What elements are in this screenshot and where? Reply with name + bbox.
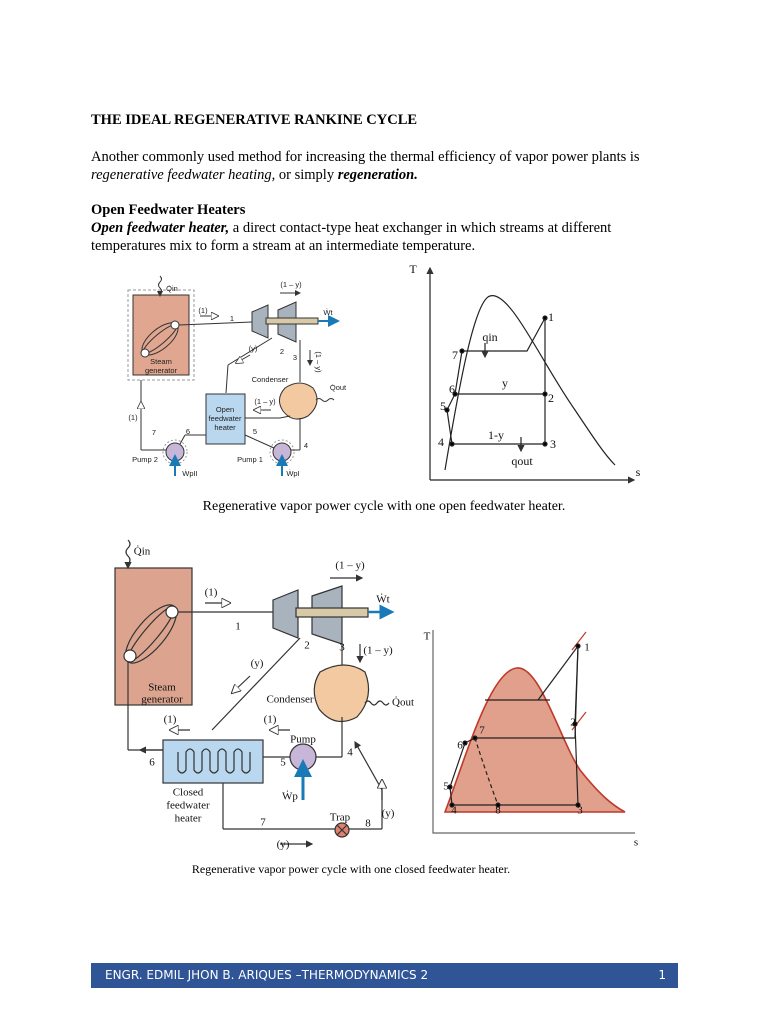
diagram-label: Pump: [290, 734, 316, 746]
diagram-label: Steam: [148, 682, 176, 694]
diagram-label: (y): [382, 808, 395, 820]
text: regenerative feedwater heating,: [91, 167, 276, 183]
diagram-label: 1: [235, 621, 241, 633]
diagram-label: qout: [511, 454, 533, 468]
diagram-label: 1: [230, 314, 234, 323]
diagram-label: Pump 1: [237, 455, 263, 464]
figures: Regenerative vapor power cycle with one …: [114, 262, 641, 876]
diagram-label: Ẇt: [376, 594, 389, 606]
diagram-label: heater: [214, 423, 236, 432]
diagram-label: 7: [452, 348, 458, 362]
diagram-label: 5: [280, 757, 286, 769]
diagram-label: ẆpI: [286, 469, 299, 478]
diagram-label: (1 – y): [254, 397, 276, 406]
diagram-label: 4: [438, 435, 444, 449]
diagram-label: Trap: [330, 812, 351, 824]
diagram-label: s: [634, 837, 638, 849]
diagram-label: qin: [482, 330, 497, 344]
diagram-label: (1): [198, 306, 208, 315]
diagram-label: Q̇out: [330, 383, 347, 392]
diagram-label: Closed: [173, 787, 204, 799]
closed-fwh-ts-diagram: [432, 630, 635, 834]
diagram-label: (1 – y): [280, 280, 302, 289]
diagram-label: 2: [548, 391, 554, 405]
open-fwh-ts-diagram: [426, 266, 636, 484]
diagram-label: 7: [152, 428, 156, 437]
diagram-label: Ẇt: [323, 308, 333, 317]
footer-text: ENGR. EDMIL JHON B. ARIQUES –THERMODYNAM…: [105, 968, 429, 982]
text: Another commonly used method for increas…: [91, 149, 640, 165]
diagram-label: 3: [339, 642, 345, 654]
diagram-label: (1): [205, 587, 218, 599]
diagram-label: (y): [251, 658, 264, 670]
diagram-label: feedwater: [209, 414, 242, 423]
diagram-label: 6: [186, 427, 190, 436]
page-number: 1: [658, 968, 666, 982]
footer: ENGR. EDMIL JHON B. ARIQUES –THERMODYNAM…: [91, 963, 678, 988]
diagram-label: 3: [550, 437, 556, 451]
diagram-label: 4: [451, 805, 457, 817]
open-fwh-diagram: [127, 275, 340, 476]
closed-fwh-diagram: [114, 539, 395, 848]
diagram-label: 2: [280, 347, 284, 356]
diagram-label: (1): [164, 714, 177, 726]
diagram-label: 3: [293, 353, 297, 362]
diagram-label: 2: [570, 717, 576, 729]
diagram-label: generator: [145, 366, 178, 375]
diagram-label: 1: [548, 310, 554, 324]
diagram-label: 2: [304, 640, 310, 652]
diagram-label: (y): [249, 344, 258, 353]
diagram-label: 5: [443, 781, 449, 793]
figure-caption: Regenerative vapor power cycle with one …: [192, 862, 510, 876]
diagram-label: 6: [149, 757, 155, 769]
diagram-label: Steam: [150, 357, 172, 366]
diagram-label: 6: [449, 382, 455, 396]
section-heading: Open Feedwater Heaters: [91, 202, 246, 218]
diagram-label: Condenser: [266, 694, 313, 706]
diagram-label: 8: [495, 805, 501, 817]
diagram-label: 4: [347, 747, 353, 759]
diagram-label: s: [636, 465, 641, 479]
text: or simply: [275, 167, 338, 183]
diagram-label: (1 – y): [335, 560, 365, 572]
diagram-label: ẆpII: [182, 469, 197, 478]
title: THE IDEAL REGENERATIVE RANKINE CYCLE: [91, 112, 418, 128]
diagram-label: (1 – y): [363, 645, 393, 657]
figure-caption: Regenerative vapor power cycle with one …: [203, 499, 566, 514]
text: Open feedwater heater,: [91, 220, 230, 236]
text: regeneration.: [337, 167, 418, 183]
diagram-label: heater: [175, 813, 202, 825]
diagram-label: 5: [253, 427, 257, 436]
diagram-label: 1-y: [488, 428, 504, 442]
diagram-label: (1): [128, 413, 138, 422]
section-paragraph: Open feedwater heater, a direct contact-…: [91, 219, 651, 255]
diagram-label: Ẇp: [282, 791, 298, 803]
diagram-label: Q̇in: [166, 284, 178, 293]
diagram-label: 1: [584, 642, 590, 654]
diagram-label: 4: [304, 441, 308, 450]
diagram-label: Open: [216, 405, 234, 414]
diagram-label: 7: [479, 725, 485, 737]
diagram-label: Q̇in: [134, 545, 151, 557]
diagram-label: T: [424, 631, 431, 643]
intro-paragraph: Another commonly used method for increas…: [91, 148, 651, 184]
diagram-label: (1): [264, 714, 277, 726]
diagram-label: (y): [277, 839, 290, 851]
diagram-label: generator: [141, 694, 183, 706]
diagram-label: feedwater: [166, 800, 210, 812]
diagram-label: 8: [365, 818, 371, 830]
diagram-label: Q̇out: [392, 696, 414, 708]
diagram-label: 6: [457, 740, 463, 752]
diagram-label: Pump 2: [132, 455, 158, 464]
diagram-label: T: [409, 262, 417, 276]
text: a direct contact-type heat exchanger in …: [91, 220, 612, 254]
diagram-label: y: [502, 376, 508, 390]
diagram-label: 5: [440, 399, 446, 413]
diagram-label: (1 – y): [314, 351, 323, 373]
diagram-label: Condenser: [252, 375, 289, 384]
diagram-label: 7: [260, 817, 266, 829]
diagram-label: 3: [577, 805, 583, 817]
